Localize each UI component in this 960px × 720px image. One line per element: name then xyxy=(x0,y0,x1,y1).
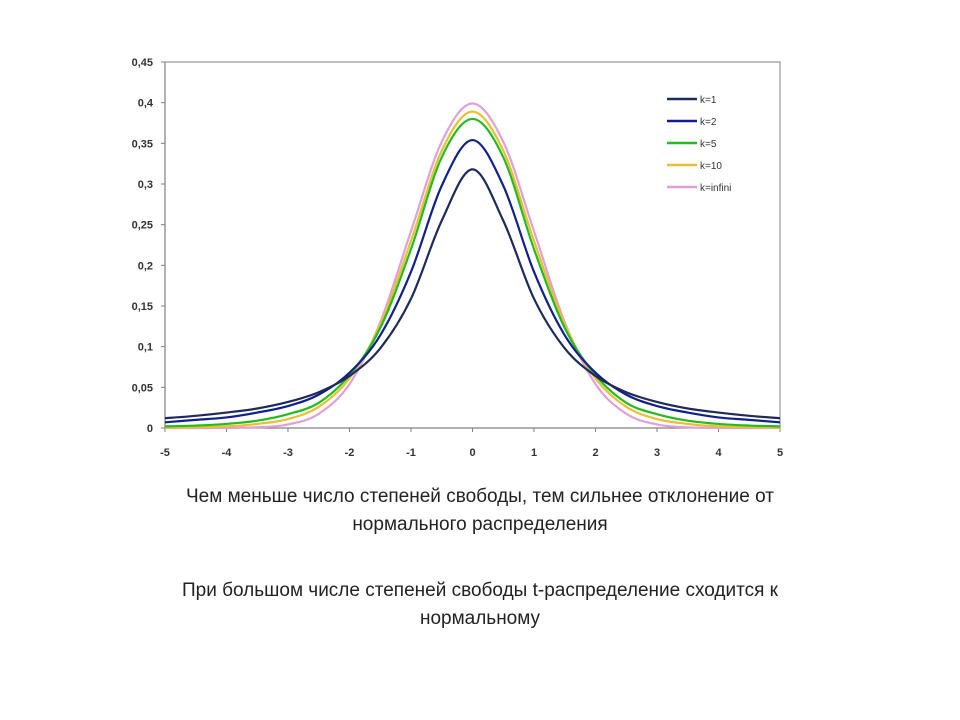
x-tick-label: -2 xyxy=(345,447,355,459)
series-line-k-1 xyxy=(164,168,781,420)
caption-large-dof-line-2: нормальному xyxy=(419,608,541,629)
x-tick-label: 1 xyxy=(531,447,537,459)
legend-label: k=2 xyxy=(700,117,717,128)
x-tick-label: 4 xyxy=(715,447,722,459)
caption-large-dof-line-1: При большом числе степеней свободы t-рас… xyxy=(182,580,778,601)
caption-large-dof: При большом числе степеней свободы t-рас… xyxy=(60,577,900,633)
y-tick-label: 0 xyxy=(147,423,153,435)
x-tick-label: -4 xyxy=(222,447,233,459)
series-lines xyxy=(164,102,781,430)
tick-labels: -5 -4 -3 -2 -1 0 1 2 3 4 5 0 0,05 0,1 0,15 0,2 0,25 0,3 0,… xyxy=(132,57,783,459)
caption-small-dof-line-1: Чем меньше число степеней свободы, тем с… xyxy=(186,486,774,507)
series-line-k-10 xyxy=(164,110,781,429)
y-tick-label: 0,4 xyxy=(138,98,154,110)
x-tick-label: 5 xyxy=(777,447,783,459)
caption-small-dof: Чем меньше число степеней свободы, тем с… xyxy=(60,483,900,539)
y-tick-label: 0,05 xyxy=(132,382,153,394)
y-tick-label: 0,35 xyxy=(132,138,153,150)
y-tick-label: 0,15 xyxy=(132,301,153,313)
y-tick-label: 0,1 xyxy=(138,342,153,354)
legend-label: k=5 xyxy=(700,139,717,150)
legend-label: k=1 xyxy=(700,95,717,106)
y-tick-label: 0,2 xyxy=(138,260,153,272)
legend: k=1 k=2 k=5 k=10 k=infini xyxy=(667,95,731,194)
y-tick-label: 0,3 xyxy=(138,179,153,191)
plot-area xyxy=(164,61,781,429)
x-tick-label: -3 xyxy=(283,447,293,459)
x-tick-label: 2 xyxy=(592,447,598,459)
series-line-k-2 xyxy=(164,138,781,424)
series-line-k-5 xyxy=(164,117,781,428)
legend-label: k=10 xyxy=(700,161,722,172)
x-tick-label: 3 xyxy=(654,447,660,459)
x-tick-label: 0 xyxy=(469,447,475,459)
y-tick-label: 0,25 xyxy=(132,220,153,232)
t-distribution-chart: -5 -4 -3 -2 -1 0 1 2 3 4 5 0 0,05 0,1 0,15 0,2 0,25 0,3 0,… xyxy=(132,57,783,459)
legend-label: k=infini xyxy=(700,183,731,194)
x-tick-label: -1 xyxy=(406,447,416,459)
caption-small-dof-line-2: нормального распределения xyxy=(352,514,608,535)
series-line-k-infini xyxy=(164,102,781,430)
y-tick-label: 0,45 xyxy=(132,57,153,69)
x-tick-label: -5 xyxy=(160,447,170,459)
